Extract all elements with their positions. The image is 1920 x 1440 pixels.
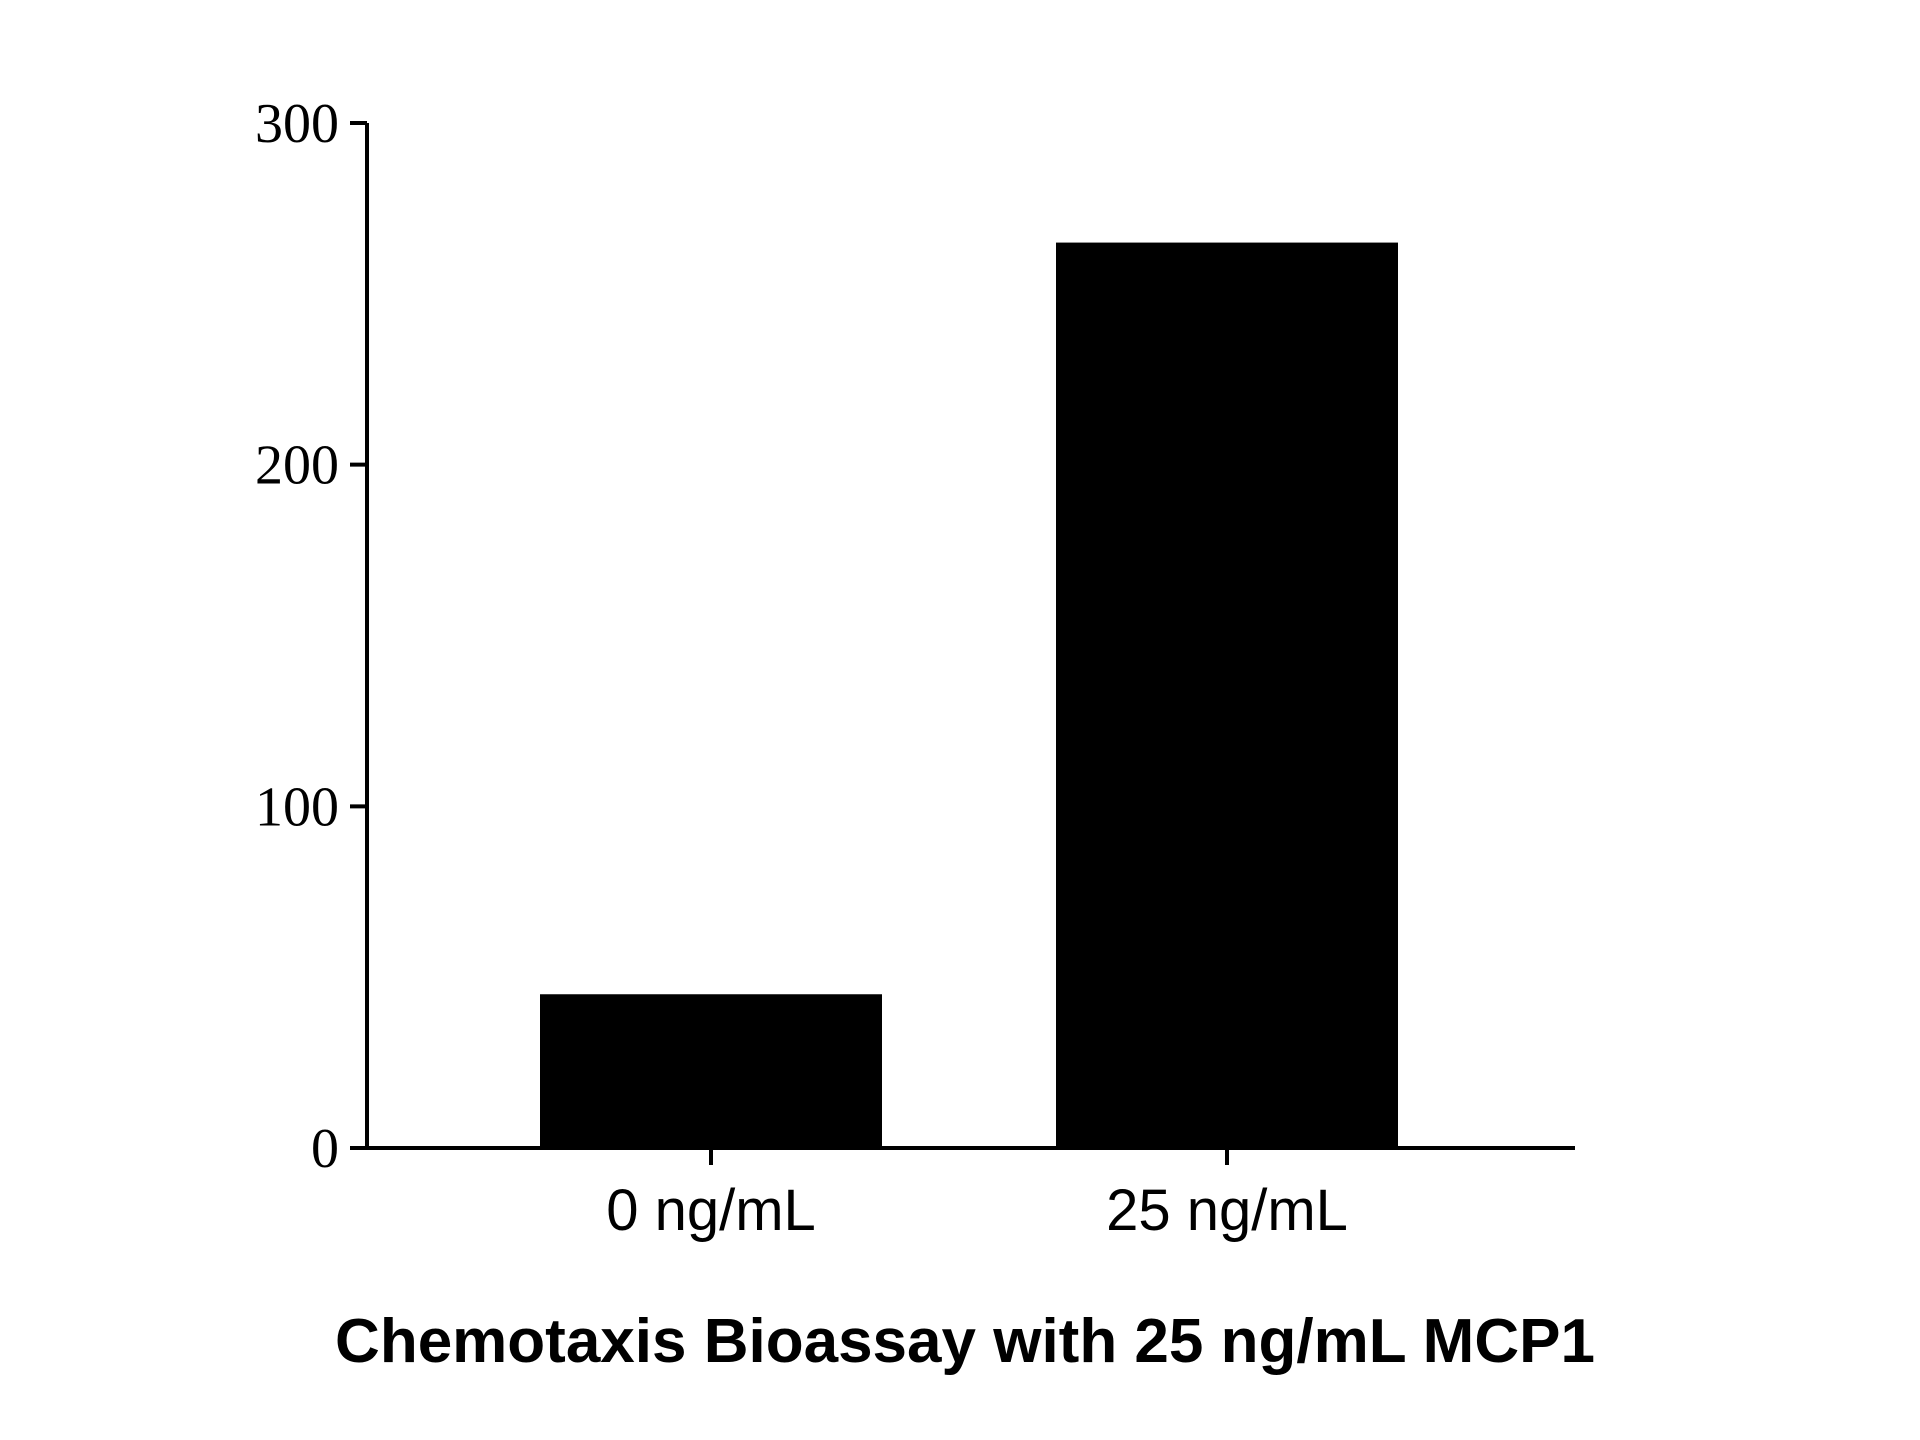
y-tick-label: 0 [311, 1118, 339, 1180]
y-tick-label: 300 [255, 93, 339, 155]
y-axis-ticks: 0 100 200 300 [255, 93, 367, 1180]
bar-1 [1056, 242, 1398, 1149]
x-category-label: 25 ng/mL [1106, 1178, 1348, 1243]
x-category-label: 0 ng/mL [606, 1178, 816, 1243]
x-axis-ticks: 0 ng/mL 25 ng/mL [606, 1148, 1348, 1243]
x-axis-label: Chemotaxis Bioassay with 25 ng/mL MCP1 [335, 1307, 1595, 1376]
bars-group [540, 242, 1398, 1149]
bar-0 [540, 994, 882, 1148]
y-tick-label: 200 [255, 435, 339, 497]
y-tick-label: 100 [255, 776, 339, 838]
